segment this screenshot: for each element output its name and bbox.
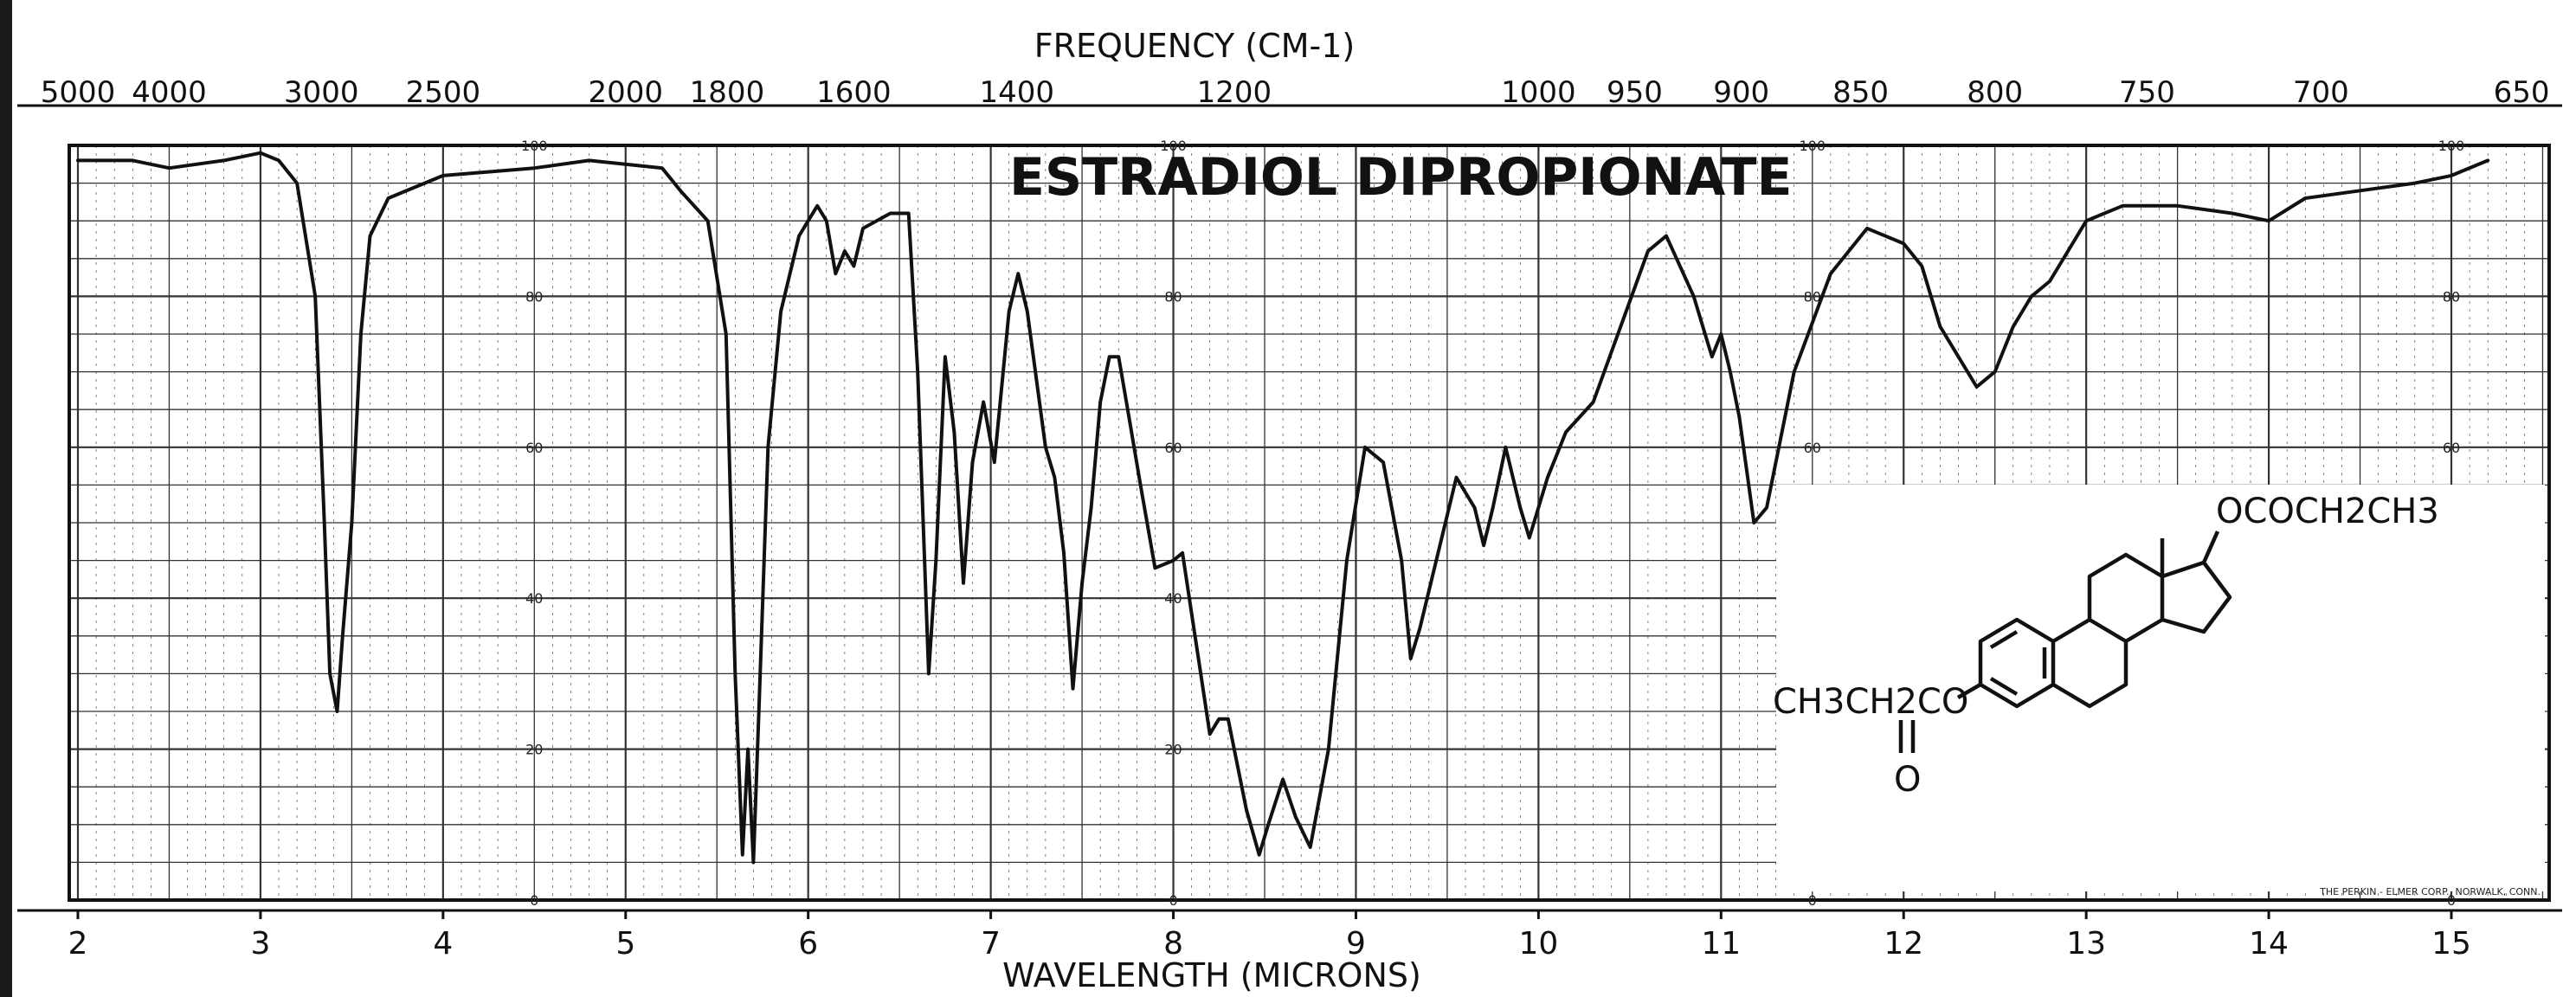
top-tick-label: 1400 bbox=[979, 75, 1054, 110]
y-tick-label: 40 bbox=[525, 590, 543, 607]
bottom-tick-label: 13 bbox=[2066, 926, 2106, 962]
top-tick-label: 800 bbox=[1967, 75, 2023, 110]
y-tick-label: 60 bbox=[1164, 440, 1182, 456]
y-tick-label: 0 bbox=[1169, 892, 1177, 909]
y-tick-label: 60 bbox=[2443, 440, 2460, 456]
bottom-tick-label: 11 bbox=[1701, 926, 1741, 962]
top-tick-label: 900 bbox=[1713, 75, 1769, 110]
top-axis-title: FREQUENCY (CM-1) bbox=[1034, 27, 1355, 65]
top-tick-label: 650 bbox=[2494, 75, 2550, 110]
bottom-tick-label: 4 bbox=[433, 926, 453, 962]
y-tick-label: 80 bbox=[1164, 288, 1182, 305]
top-tick-label: 3000 bbox=[284, 75, 359, 110]
spectrum-line bbox=[76, 151, 2490, 865]
top-substituent-label: OCOCH2CH3 bbox=[2216, 492, 2439, 531]
y-tick-label: 100 bbox=[1799, 138, 1826, 154]
y-tick-label: 100 bbox=[1160, 138, 1187, 154]
top-tick-label: 1000 bbox=[1501, 75, 1576, 110]
y-tick-label: 40 bbox=[1164, 590, 1182, 607]
bottom-tick-label: 10 bbox=[1518, 926, 1558, 962]
y-tick-label: 60 bbox=[1804, 440, 1821, 456]
bottom-tick-label: 12 bbox=[1884, 926, 1923, 962]
left-substituent-label: CH3CH2CO bbox=[1773, 682, 1968, 722]
bottom-axis-ticks: 2 3 4 5 6 7 8 9 10 11 12 13 14 15 bbox=[68, 910, 2471, 962]
y-tick-label: 60 bbox=[525, 440, 543, 456]
bottom-tick-label: 2 bbox=[68, 926, 88, 962]
y-tick-label: 0 bbox=[1808, 892, 1817, 909]
top-tick-label: 2500 bbox=[406, 75, 481, 110]
y-tick-label: 20 bbox=[1164, 742, 1182, 758]
bottom-tick-label: 3 bbox=[250, 926, 270, 962]
x-axis-title: WAVELENGTH (MICRONS) bbox=[1002, 956, 1421, 994]
top-tick-label: 2000 bbox=[589, 75, 664, 110]
bottom-tick-label: 6 bbox=[798, 926, 818, 962]
top-tick-label: 700 bbox=[2293, 75, 2349, 110]
top-tick-label: 750 bbox=[2119, 75, 2175, 110]
scan-edge bbox=[0, 0, 12, 997]
series-layer bbox=[76, 151, 2490, 865]
y-tick-label: 0 bbox=[530, 892, 538, 909]
y-tick-label: 100 bbox=[521, 138, 548, 154]
y-tick-label: 0 bbox=[2447, 892, 2456, 909]
top-tick-label: 1600 bbox=[816, 75, 892, 110]
top-tick-label: 950 bbox=[1607, 75, 1663, 110]
top-tick-label: 5000 bbox=[41, 75, 116, 110]
top-tick-label: 1800 bbox=[690, 75, 765, 110]
y-tick-label: 20 bbox=[525, 742, 543, 758]
y-tick-label: 80 bbox=[1804, 288, 1821, 305]
plot-border bbox=[68, 144, 2551, 902]
bottom-tick-label: 9 bbox=[1346, 926, 1366, 962]
y-tick-label: 100 bbox=[2438, 138, 2465, 154]
chart-title: ESTRADIOL DIPROPIONATE bbox=[1009, 147, 1793, 208]
top-tick-label: 1200 bbox=[1197, 75, 1272, 110]
y-tick-label: 80 bbox=[2443, 288, 2460, 305]
y-tick-label: 80 bbox=[525, 288, 543, 305]
bottom-tick-label: 14 bbox=[2249, 926, 2289, 962]
carbonyl-oxygen-label: O bbox=[1894, 760, 1921, 800]
bottom-tick-label: 7 bbox=[981, 926, 1001, 962]
top-tick-label: 850 bbox=[1832, 75, 1889, 110]
bottom-tick-label: 15 bbox=[2431, 926, 2471, 962]
top-axis-ticks: 5000 4000 3000 2500 2000 1800 1600 1400 1200 1000… bbox=[41, 75, 2550, 110]
structure-inset: OCOCH2CH3 CH3CH2CO O bbox=[1773, 485, 2545, 891]
bottom-tick-label: 8 bbox=[1163, 926, 1183, 962]
top-tick-label: 4000 bbox=[132, 75, 207, 110]
bottom-tick-label: 5 bbox=[615, 926, 635, 962]
estradiol-skeleton bbox=[1898, 531, 2232, 753]
credit-text: THE PERKIN - ELMER CORP., NORWALK, CONN. bbox=[2319, 886, 2541, 897]
